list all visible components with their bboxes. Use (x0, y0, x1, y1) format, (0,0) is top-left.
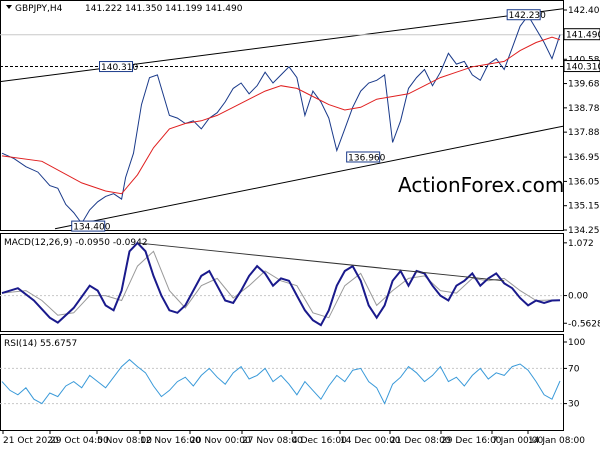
macd-y-tick-label: -0.5628 (568, 319, 600, 329)
macd-label: MACD(12,26,9) -0.0950 -0.0942 (4, 238, 148, 248)
x-tick-label: 21 Oct 2020 (3, 436, 59, 446)
macd-panel-frame (0, 233, 564, 332)
rsi-line (1, 358, 561, 405)
rsi-y-tick-label: 30 (568, 400, 580, 410)
price-panel-frame (0, 0, 564, 231)
x-tick-label: 20 Nov 00:00 (190, 436, 251, 446)
macd-y-tick-label: 0.00 (568, 292, 588, 302)
price-annotation-box (506, 9, 541, 21)
price-y-tick-label: 138.780 (568, 104, 600, 114)
price-y-tick-label: 135.155 (568, 202, 600, 212)
price-y-tick-label: 136.055 (568, 177, 600, 187)
price-y-tick-label: 134.255 (568, 226, 600, 236)
rsi-y-tick-label: 100 (568, 338, 585, 348)
price-y-tick-label: 139.680 (568, 80, 600, 90)
current-price-tag (563, 28, 600, 41)
price-annotation-label: 142.230 (509, 11, 546, 21)
x-tick-label: 21 Dec 08:00 (390, 436, 451, 446)
macd-divergence-line (137, 242, 505, 282)
x-tick-label: 5 Nov 08:00 (97, 436, 152, 446)
current-price-tag-label: 141.490 (566, 31, 600, 41)
price-annotation-box (99, 61, 134, 73)
price-annotation-box (346, 151, 381, 163)
rsi-label: RSI(14) 55.6757 (4, 339, 77, 349)
x-tick-label: 12 Nov 16:00 (140, 436, 201, 446)
moving-average-line (1, 36, 561, 195)
lower-channel-line (54, 125, 564, 230)
price-y-tick-label: 137.880 (568, 128, 600, 138)
symbol-label: GBPJPY,H4 (15, 4, 63, 14)
ohlc-values: 141.222 141.350 141.199 141.490 (85, 4, 243, 14)
price-annotation-box (71, 220, 106, 232)
price-y-tick-label: 142.405 (568, 6, 600, 16)
rsi-panel-frame (0, 334, 564, 431)
x-tick-label: 14 Dec 00:00 (340, 436, 401, 446)
chart-marks: 134.255 135.155 136.055 136.955 137.880 138.7… (0, 6, 600, 446)
x-tick-label: 29 Oct 04:00 (50, 436, 109, 446)
watermark: ActionForex.com (398, 173, 564, 197)
price-y-tick-label: 136.955 (568, 153, 600, 163)
reference-price-tag-label: 140.310 (566, 63, 600, 73)
x-tick-label: 14 Jan 08:00 (528, 436, 585, 446)
x-tick-label: 7 Jan 00:00 (492, 436, 544, 446)
macd-line (1, 241, 561, 327)
x-tick-label: 4 Dec 16:00 (292, 436, 347, 446)
x-tick-label: 29 Dec 16:00 (441, 436, 502, 446)
reference-price-tag (563, 60, 600, 73)
price-annotation-label: 140.310 (101, 63, 138, 73)
price-annotation-label: 134.400 (73, 223, 110, 233)
upper-channel-line (0, 8, 564, 83)
chart-header: GBPJPY,H4 141.222 141.350 141.199 141.49… (6, 4, 243, 14)
x-tick-label: 27 Nov 08:00 (242, 436, 303, 446)
rsi-y-tick-label: 70 (568, 364, 580, 374)
macd-signal-line (1, 250, 561, 319)
price-annotation-label: 136.960 (348, 153, 385, 163)
collapse-triangle-icon[interactable] (6, 5, 12, 9)
macd-y-tick-label: 1.072 (568, 239, 594, 249)
